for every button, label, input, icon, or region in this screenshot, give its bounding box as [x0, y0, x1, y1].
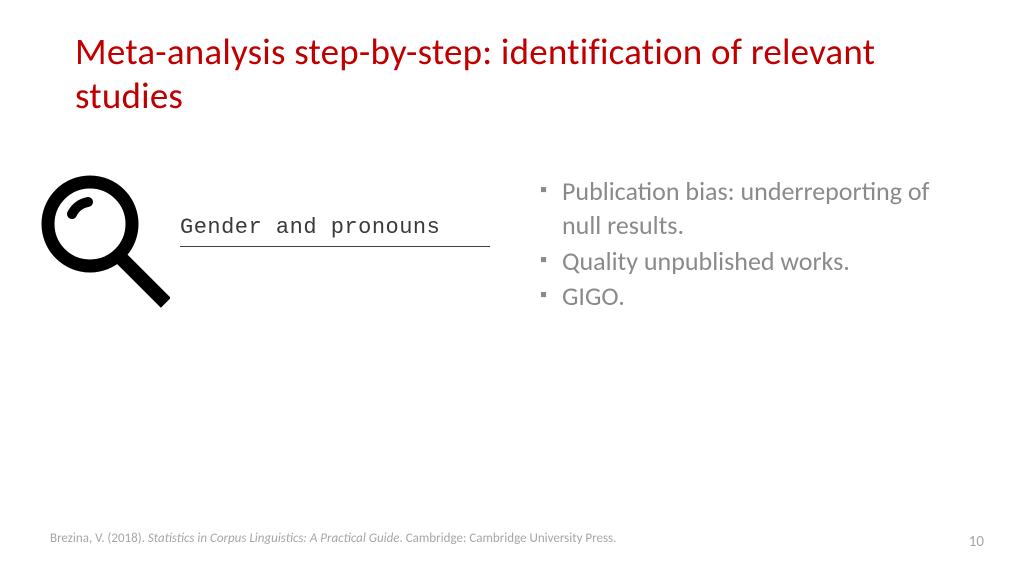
citation-prefix: Brezina, V. (2018).	[50, 531, 148, 546]
bullet-list: Publication bias: underreporting of null…	[540, 175, 974, 314]
search-field: Gender and pronouns	[180, 215, 490, 247]
magnifier-icon	[30, 169, 170, 329]
citation-suffix: . Cambridge: Cambridge University Press.	[400, 531, 617, 546]
right-column: Publication bias: underreporting of null…	[540, 175, 974, 329]
citation: Brezina, V. (2018). Statistics in Corpus…	[50, 531, 616, 546]
slide: Meta-analysis step-by-step: identificati…	[0, 0, 1024, 576]
search-text: Gender and pronouns	[180, 215, 490, 240]
bullet-item: Publication bias: underreporting of null…	[540, 175, 974, 243]
bullet-item: GIGO.	[540, 280, 974, 314]
search-underline	[180, 246, 490, 247]
citation-title: Statistics in Corpus Linguistics: A Prac…	[148, 531, 400, 546]
bullet-item: Quality unpublished works.	[540, 245, 974, 279]
page-number: 10	[969, 533, 984, 551]
slide-title: Meta-analysis step-by-step: identificati…	[75, 30, 949, 117]
left-column: Gender and pronouns	[30, 175, 540, 329]
slide-body: Gender and pronouns Publication bias: un…	[30, 175, 974, 329]
